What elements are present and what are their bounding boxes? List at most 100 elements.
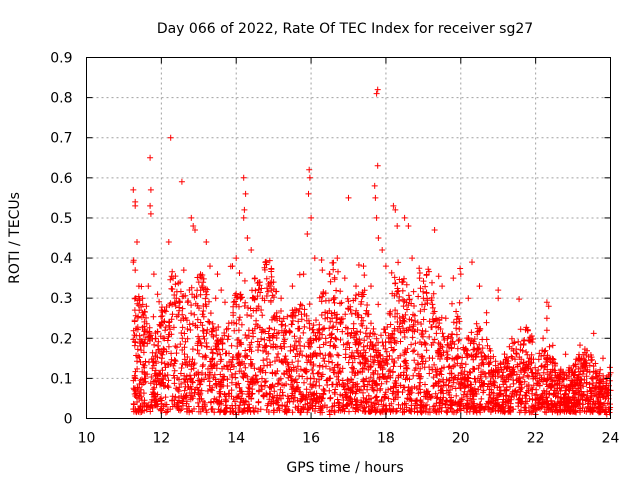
data-point [450,275,457,282]
data-point [270,407,277,414]
data-point [341,275,348,282]
x-axis-tick-labels: 10 12 14 16 18 20 22 24 [78,431,620,447]
scatter-cloud [130,257,614,416]
data-point [469,259,475,266]
data-point [368,283,374,290]
data-point [214,271,221,278]
data-point [233,255,240,262]
data-point [495,407,502,414]
data-point [266,283,273,290]
data-point [495,287,502,294]
data-point [139,407,146,414]
data-point [306,166,313,173]
data-point [543,299,550,306]
data-point [184,299,191,306]
data-point [532,375,539,382]
data-point [374,162,381,169]
data-point [240,174,247,181]
y-axis-tick-labels: 0 0.1 0.2 0.3 0.4 0.5 0.6 0.7 0.8 0.9 [50,51,72,428]
data-point [305,190,312,197]
data-point [255,303,262,310]
x-tick-label: 12 [152,431,170,447]
x-tick-label: 16 [302,431,320,447]
data-point [289,283,296,290]
data-point [195,279,202,286]
data-point [416,275,423,282]
data-point [465,295,472,302]
data-point [420,295,427,302]
data-point [562,351,569,358]
data-point [139,295,146,302]
data-point [192,227,198,233]
data-point [392,206,399,213]
data-point [373,214,380,221]
data-point [319,267,326,274]
x-tick-label: 18 [377,431,395,447]
data-point [132,202,139,209]
data-point [373,90,380,97]
data-point [375,235,382,241]
y-tick-label: 0.1 [50,371,72,387]
data-point [180,267,187,274]
data-point [588,375,595,382]
data-point [603,411,610,418]
data-point [270,279,277,286]
data-point [379,407,386,414]
data-point [229,263,236,270]
data-point [308,214,315,221]
data-point [147,210,154,217]
data-point [600,355,606,362]
data-point [177,407,184,414]
data-point [132,267,139,274]
data-point [147,186,154,193]
data-point [242,190,249,197]
data-point [360,263,367,270]
data-point [409,255,416,262]
data-point [248,247,255,253]
data-point [190,223,197,229]
data-point [134,239,140,245]
data-point [143,403,150,410]
data-point [218,287,225,294]
data-point [143,303,150,310]
data-point [439,283,446,290]
data-point [135,283,142,290]
data-point [330,295,337,302]
data-point [244,235,251,241]
data-point [476,327,483,334]
data-point [382,263,389,270]
y-tick-label: 0.5 [50,211,72,227]
data-point [405,223,412,229]
data-point [390,202,397,209]
data-point [353,283,359,290]
data-point [543,327,550,334]
data-point [420,403,427,410]
data-point [374,86,381,93]
data-point [570,407,577,414]
chart-title: Day 066 of 2022, Rate Of TEC Index for r… [157,21,533,37]
data-point [487,355,494,362]
data-point [513,371,520,378]
data-point [154,291,161,298]
x-tick-label: 22 [527,431,545,447]
plot-frame [86,57,611,419]
data-point [442,315,449,322]
x-tick-label: 20 [452,431,470,447]
data-point [304,231,311,237]
data-point [207,263,213,270]
data-point [158,307,165,314]
data-point [162,327,169,334]
data-point [570,383,577,390]
data-point [251,275,258,282]
y-tick-label: 0.3 [50,291,72,307]
data-point [502,359,509,366]
data-point [177,279,184,286]
y-tick-label: 0.2 [50,331,72,347]
x-tick-label: 10 [78,431,96,447]
data-point [306,174,313,181]
data-point [326,411,333,418]
data-point [431,227,438,233]
data-point [457,271,464,278]
data-point [147,154,154,161]
